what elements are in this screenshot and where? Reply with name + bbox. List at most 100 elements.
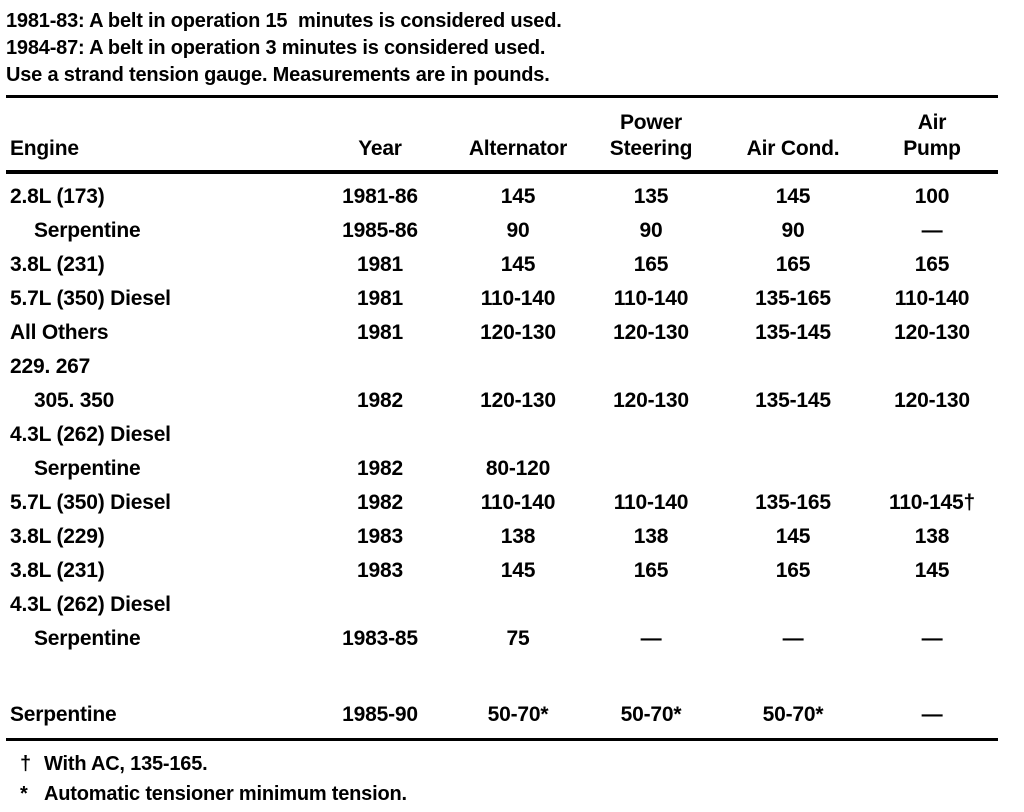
alternator-cell: 75 [506,627,530,650]
air-pump-cell: 110-140 [894,287,970,310]
year-cell: 1985-86 [342,219,418,242]
year-cell: 1981 [357,253,403,276]
alternator-cell [454,350,582,384]
air-cond-cell: 165 [775,559,811,582]
col-header-label: Air Cond. [746,137,840,160]
footnotes: † With AC, 135-165. * Automatic tensioner … [6,749,1008,809]
year-cell: 1981 [357,321,403,344]
air-pump-cell: 110-145† [889,491,975,514]
alternator-cell: 138 [500,525,536,548]
table-row: Serpentine 1983-85 75 — — — [6,622,998,656]
alternator-cell [454,588,582,622]
table-body: 2.8L (173) 1981-86 145 135 145 100 Serpentine 1… [6,172,998,732]
table-row: 305. 350 1982 120-130 120-130 135-145 120-130 [6,384,998,418]
header-notes: 1981-83: A belt in operation 15 minutes … [6,8,1008,89]
col-header-top: Power [619,111,683,134]
alternator-cell: 110-140 [480,491,556,514]
engine-cell: Serpentine [34,219,141,242]
power-steering-cell: 50-70* [620,703,682,726]
alternator-cell [454,418,582,452]
air-cond-cell [720,350,866,384]
col-header-label: Steering [609,137,693,160]
air-pump-cell: — [921,627,943,650]
power-steering-cell [582,418,720,452]
table-row: Serpentine 1985-86 90 90 90 — [6,214,998,248]
air-pump-cell: 120-130 [894,389,970,412]
engine-cell: Serpentine [34,457,141,480]
footnote-line: † With AC, 135-165. [6,749,1008,779]
col-header-year: Year [306,98,454,174]
year-cell: 1982 [357,491,403,514]
year-cell: 1985-90 [342,703,418,726]
power-steering-cell: 165 [633,559,669,582]
col-header-label: Pump [903,137,961,160]
engine-cell: Serpentine [10,703,117,726]
air-cond-cell: 135-145 [755,321,831,344]
divider-rule-bottom [6,738,998,741]
air-pump-cell: 138 [914,525,950,548]
alternator-cell: 145 [500,559,536,582]
air-cond-cell: 135-165 [755,491,831,514]
air-pump-cell [866,418,998,452]
year-cell: 1982 [357,389,403,412]
year-cell [306,418,454,452]
power-steering-cell [582,350,720,384]
air-pump-cell [866,588,998,622]
spacer-row [6,656,998,698]
engine-cell: 3.8L (231) [10,253,105,276]
table-header-row: Engine Year Alternator Power Steering Ai… [6,98,998,174]
alternator-cell: 90 [506,219,530,242]
year-cell: 1983 [357,525,403,548]
air-cond-cell: 135-145 [755,389,831,412]
table-row: 3.8L (229) 1983 138 138 145 138 [6,520,998,554]
footnote-symbol: † [20,753,31,775]
air-cond-cell: 135-165 [755,287,831,310]
footnote-symbol: * [20,783,28,805]
power-steering-cell: 138 [633,525,669,548]
table-row: 5.7L (350) Diesel 1982 110-140 110-140 135-1… [6,486,998,520]
alternator-cell: 145 [500,253,536,276]
air-cond-cell: — [782,627,804,650]
footnote-text: With AC, 135-165. [44,753,208,775]
power-steering-cell: — [640,627,662,650]
air-pump-cell: 145 [914,559,950,582]
note-line: Use a strand tension gauge. Measurements… [6,64,550,86]
engine-cell: Serpentine [34,627,141,650]
col-header-air-pump: Air Pump [866,98,998,174]
footnote-text: Automatic tensioner minimum tension. [44,783,407,805]
alternator-cell: 145 [500,185,536,208]
year-cell: 1981-86 [342,185,418,208]
air-pump-cell: 100 [914,185,950,208]
table-row: 5.7L (350) Diesel 1981 110-140 110-140 135-1… [6,282,998,316]
engine-cell: 2.8L (173) [10,185,105,208]
air-cond-cell [720,588,866,622]
col-header-top: Air [917,111,947,134]
engine-cell: 4.3L (262) Diesel [10,423,171,446]
col-header-air-cond: Air Cond. [720,98,866,174]
note-line: 1981-83: A belt in operation 15 minutes … [6,10,562,32]
engine-cell: 5.7L (350) Diesel [10,287,171,310]
air-cond-cell [720,418,866,452]
air-cond-cell: 90 [781,219,805,242]
table-row: Serpentine 1982 80-120 [6,452,998,486]
alternator-cell: 80-120 [485,457,551,480]
engine-cell: 229. 267 [10,355,91,378]
year-cell: 1981 [357,287,403,310]
year-cell: 1983-85 [342,627,418,650]
air-cond-cell [720,452,866,486]
power-steering-cell [582,452,720,486]
footnote-line: * Automatic tensioner minimum tension. [6,779,1008,809]
spacer-cell [6,656,998,698]
air-cond-cell: 145 [775,185,811,208]
year-cell: 1982 [357,457,403,480]
power-steering-cell: 90 [639,219,663,242]
belt-tension-spec-table: Engine Year Alternator Power Steering Ai… [6,98,998,732]
engine-cell: 5.7L (350) Diesel [10,491,171,514]
year-cell [306,350,454,384]
table-row: 4.3L (262) Diesel [6,588,998,622]
air-cond-cell: 50-70* [762,703,824,726]
note-line: 1984-87: A belt in operation 3 minutes i… [6,37,546,59]
engine-cell: 4.3L (262) Diesel [10,593,171,616]
table-row: 4.3L (262) Diesel [6,418,998,452]
